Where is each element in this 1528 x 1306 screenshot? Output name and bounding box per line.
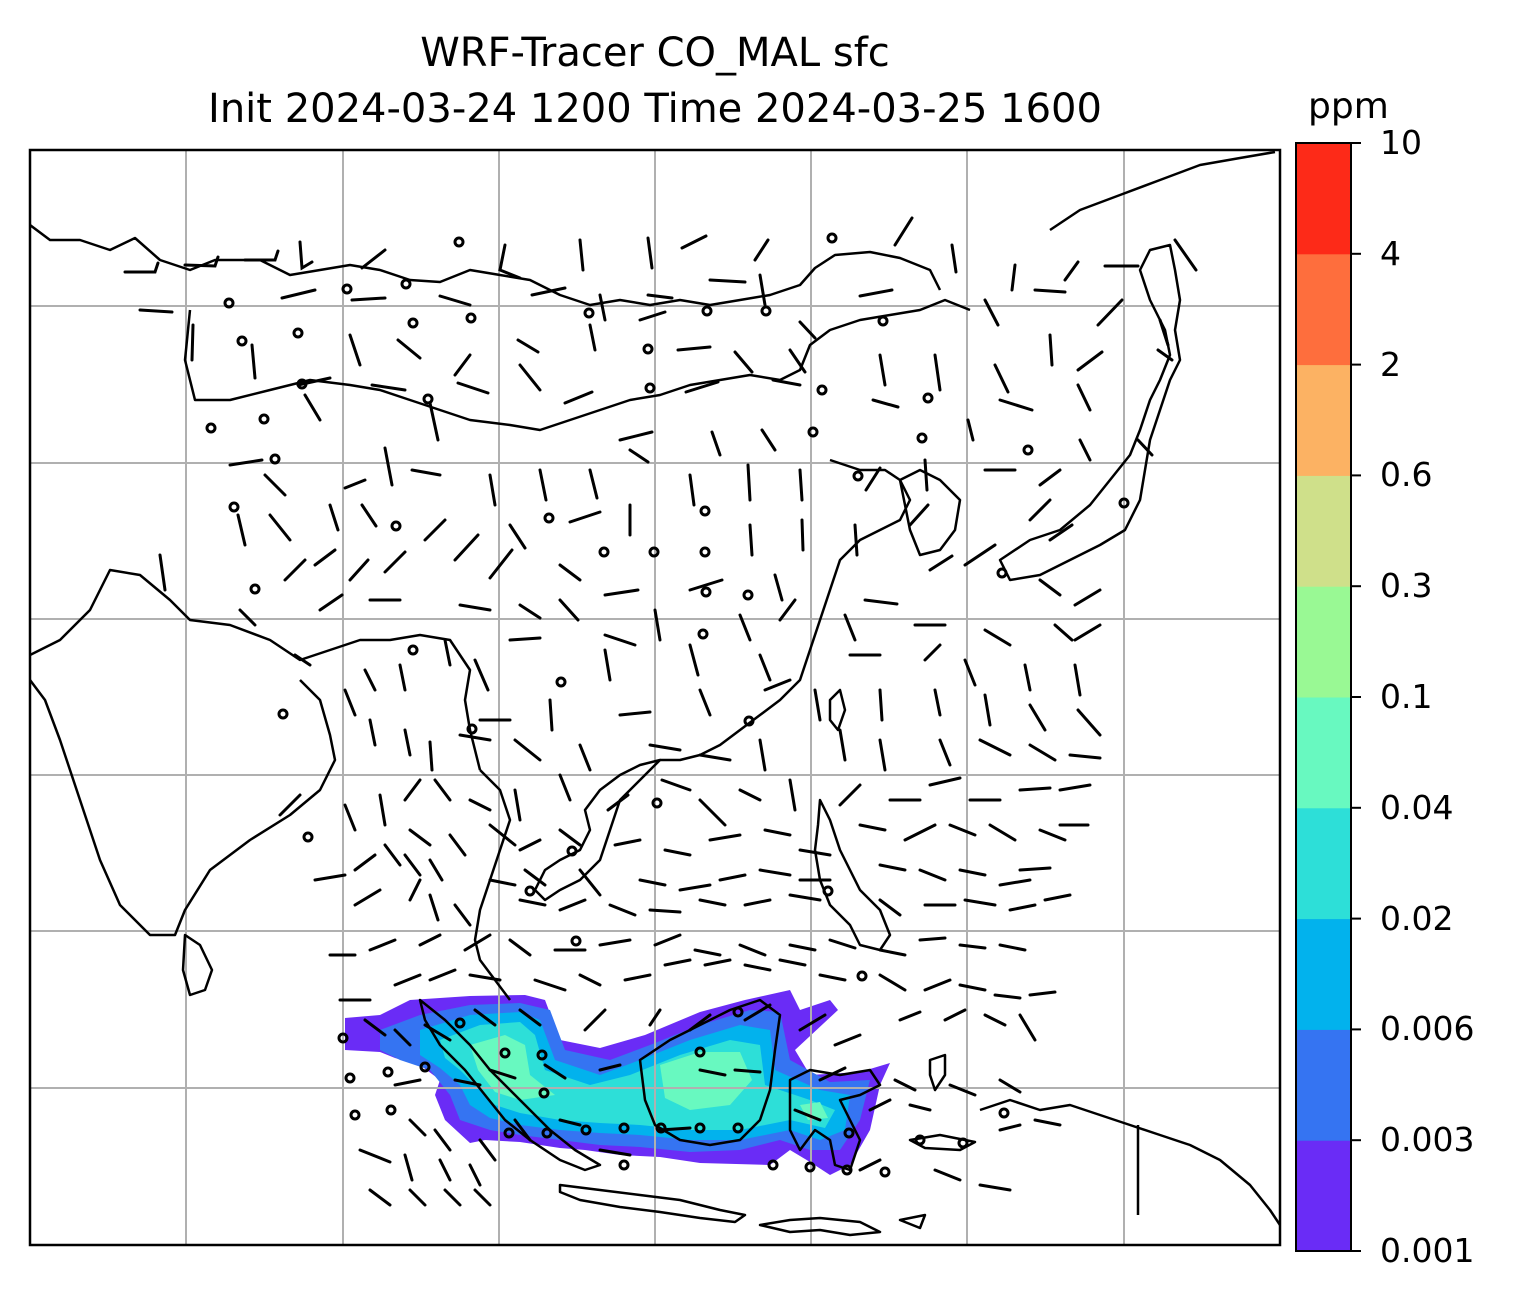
tracer-core-shading bbox=[440, 1022, 835, 1130]
colorbar-tick-label: 10 bbox=[1380, 123, 1422, 162]
tracer-concentration-field bbox=[345, 990, 890, 1175]
korea bbox=[898, 468, 962, 557]
colorbar-segment bbox=[1296, 697, 1351, 809]
indochina bbox=[473, 769, 512, 1001]
japan bbox=[998, 243, 1182, 582]
lesser-sunda bbox=[758, 1213, 927, 1237]
russia-east-coast bbox=[1049, 150, 1276, 232]
sri-lanka bbox=[181, 933, 214, 997]
mongolia-border bbox=[183, 298, 971, 432]
colorbar-tick-label: 0.006 bbox=[1380, 1009, 1475, 1049]
china-east-coast bbox=[660, 458, 912, 762]
philippines bbox=[813, 798, 892, 952]
colorbar-segment bbox=[1296, 1029, 1351, 1141]
halmahera bbox=[928, 1053, 947, 1092]
sulawesi bbox=[788, 1068, 882, 1172]
colorbar-tick-label: 0.1 bbox=[1380, 677, 1433, 716]
colorbar-tick-label: 0.001 bbox=[1380, 1231, 1475, 1270]
graticule bbox=[30, 150, 1280, 1245]
colorbar-tick-label: 0.02 bbox=[1380, 898, 1454, 938]
new-guinea bbox=[979, 1098, 1280, 1226]
central-asia-border bbox=[30, 224, 942, 307]
colorbar-segment bbox=[1296, 253, 1351, 366]
colorbar-tick-label: 0.6 bbox=[1380, 455, 1433, 495]
colorbar-segment bbox=[1296, 586, 1351, 698]
colorbar-segments bbox=[1296, 143, 1351, 1252]
colorbar-tick-label: 0.3 bbox=[1380, 566, 1433, 606]
colorbar-tick-label: 0.003 bbox=[1380, 1120, 1475, 1160]
colorbar-segment bbox=[1296, 364, 1351, 476]
colorbar-segment bbox=[1296, 1140, 1351, 1252]
taiwan bbox=[828, 688, 847, 732]
colorbar-units-label: ppm bbox=[1308, 86, 1389, 127]
title-line-1: WRF-Tracer CO_MAL sfc bbox=[420, 30, 890, 76]
india-coastline bbox=[30, 679, 337, 937]
colorbar-segment bbox=[1296, 143, 1351, 255]
title-line-2: Init 2024-03-24 1200 Time 2024-03-25 160… bbox=[208, 86, 1102, 132]
java bbox=[558, 1183, 747, 1224]
colorbar-tick-label: 4 bbox=[1380, 233, 1401, 273]
tracer-peak-shading bbox=[470, 1035, 828, 1120]
calm-wind-markers bbox=[205, 232, 1130, 1178]
sumatra bbox=[418, 998, 602, 1172]
colorbar bbox=[1295, 142, 1361, 1252]
wind-barbs bbox=[123, 216, 1198, 1207]
colorbar-segment bbox=[1296, 807, 1351, 920]
colorbar-segment bbox=[1296, 918, 1351, 1030]
map-frame bbox=[28, 148, 1282, 1247]
india-northern-border bbox=[30, 568, 482, 771]
colorbar-segment bbox=[1296, 475, 1351, 587]
colorbar-tick-label: 2 bbox=[1380, 344, 1401, 384]
colorbar-tick-label: 0.04 bbox=[1380, 787, 1454, 827]
colorbar-ticks bbox=[1351, 142, 1361, 1252]
